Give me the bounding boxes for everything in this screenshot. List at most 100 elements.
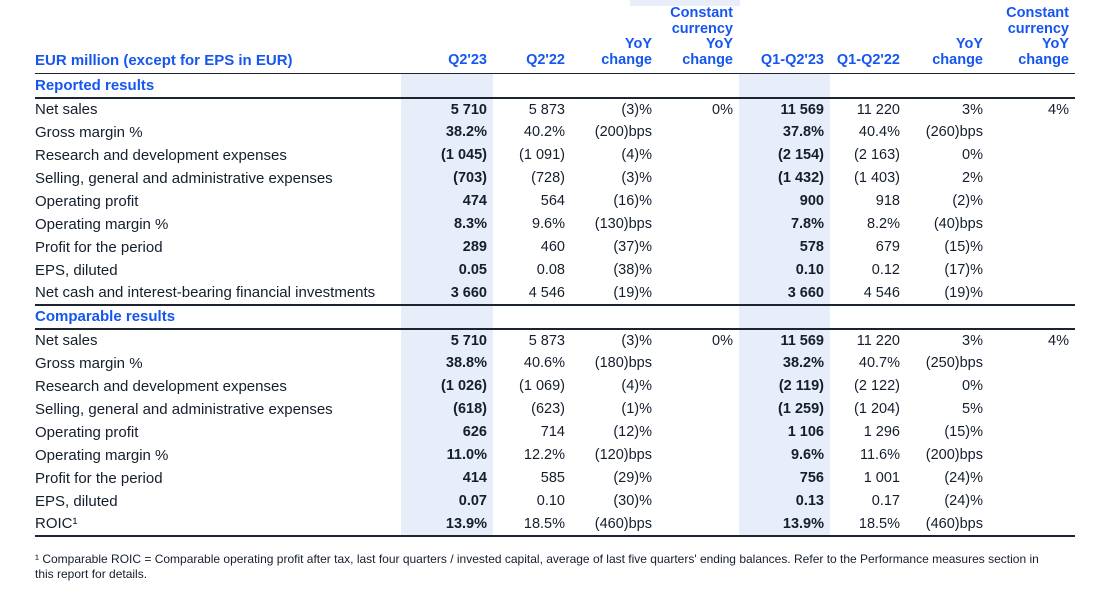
cell-value <box>989 190 1075 213</box>
cell-value: 4 546 <box>830 281 906 306</box>
cell-value: 12.2% <box>523 447 565 463</box>
row-label: Net sales <box>35 101 98 118</box>
row-label: Operating margin % <box>35 446 169 464</box>
cell-value: (29)% <box>613 470 652 486</box>
table-row: Operating profit 474 564 (16)% 900 918 (2)% <box>35 189 1075 213</box>
cell-value: 18.5% <box>830 512 906 537</box>
cell-value: (40)bps <box>933 216 983 232</box>
row-label: ROIC¹ <box>35 512 401 537</box>
section-header-cell <box>739 73 830 99</box>
cell-value: 13.9% <box>401 512 493 537</box>
header-row: EUR million (except for EPS in EUR) Q2'2… <box>35 5 1075 74</box>
footnote: ¹ Comparable ROIC = Comparable operating… <box>35 552 1039 581</box>
header-yoy-change-2: YoY change <box>906 6 989 74</box>
cell-value: 40.4% <box>858 124 900 140</box>
table-row: Gross margin % 38.8% 40.6% (180)bps 38.2% 40.… <box>35 351 1075 375</box>
section-header-row: Comparable results <box>35 304 1075 330</box>
cell-value: (3)% <box>621 101 652 118</box>
row-label: Gross margin % <box>35 123 143 141</box>
cell-value <box>989 375 1075 398</box>
row-label: EPS, diluted <box>35 261 118 279</box>
row-label: Operating profit <box>35 423 139 441</box>
cell-value: (30)% <box>613 493 652 509</box>
section-header-cell <box>989 304 1075 330</box>
cell-value <box>989 167 1075 190</box>
section-header-cell <box>830 304 906 330</box>
header-q1-q2-23: Q1-Q2'23 <box>739 6 830 74</box>
cell-value: (460)bps <box>571 512 658 537</box>
results-table: EUR million (except for EPS in EUR) Q2'2… <box>35 5 1075 537</box>
cell-value: 0% <box>712 332 733 349</box>
cell-value: 0.05 <box>401 258 493 282</box>
cell-value: 8.3% <box>401 212 493 236</box>
row-label: Selling, general and administrative expe… <box>35 400 333 418</box>
row-label: Net cash and interest-bearing financial … <box>35 281 401 306</box>
cell-value: (1 204) <box>854 401 900 417</box>
cell-value: 38.8% <box>401 351 493 375</box>
header-eur-million: EUR million (except for EPS in EUR) <box>35 6 401 74</box>
cell-value: (618) <box>401 397 493 421</box>
section-header-cell <box>401 304 493 330</box>
table-row: Gross margin % 38.2% 40.2% (200)bps 37.8% 40.… <box>35 120 1075 144</box>
cell-value: (120)bps <box>594 447 652 463</box>
cell-value: 2% <box>962 170 983 186</box>
cell-value: 1 106 <box>739 420 830 444</box>
cell-value <box>989 421 1075 444</box>
cell-value: (250)bps <box>925 355 983 371</box>
cell-value: 0.07 <box>401 489 493 513</box>
table-row: EPS, diluted 0.07 0.10 (30)% 0.13 0.17 (24)% <box>35 489 1075 513</box>
cell-value: (200)bps <box>594 124 652 140</box>
table-row: Net sales 5 710 5 873 (3)% 0% 11 569 11 220 3% 4… <box>35 328 1075 352</box>
cell-value <box>989 490 1075 513</box>
cell-value: (19)% <box>571 281 658 306</box>
cell-value: (1 026) <box>401 374 493 398</box>
cell-value: 414 <box>401 466 493 490</box>
cell-value <box>989 398 1075 421</box>
cell-value: 918 <box>875 193 900 209</box>
cell-value <box>989 144 1075 167</box>
cell-value <box>989 213 1075 236</box>
cell-value: 11 220 <box>856 101 900 118</box>
column-highlight-artifact <box>630 0 740 6</box>
cell-value <box>658 121 739 144</box>
cell-value: 0% <box>962 378 983 394</box>
cell-value <box>658 512 739 537</box>
cell-value: 38.2% <box>401 120 493 144</box>
table-row: ROIC¹ 13.9% 18.5% (460)bps 13.9% 18.5% (460)bp… <box>35 512 1075 537</box>
row-label: Operating profit <box>35 192 139 210</box>
cell-value: (1 069) <box>519 378 565 394</box>
cell-value: 5 873 <box>528 332 565 349</box>
cell-value: 13.9% <box>739 512 830 537</box>
cell-value: (1)% <box>621 401 652 417</box>
cell-value: 578 <box>739 235 830 259</box>
cell-value <box>989 121 1075 144</box>
table-header: EUR million (except for EPS in EUR) Q2'2… <box>35 5 1075 74</box>
cell-value: 3% <box>962 101 983 118</box>
cell-value: (2 154) <box>739 143 830 167</box>
cell-value: 564 <box>540 193 565 209</box>
cell-value <box>658 398 739 421</box>
cell-value: 0.12 <box>871 262 900 278</box>
cell-value <box>658 467 739 490</box>
section-title: Comparable results <box>35 304 401 330</box>
table-row: Selling, general and administrative expe… <box>35 397 1075 421</box>
cell-value <box>658 190 739 213</box>
header-q2-22: Q2'22 <box>493 6 571 74</box>
cell-value: (24)% <box>944 493 983 509</box>
cell-value <box>989 444 1075 467</box>
table-row: Research and development expenses (1 026)… <box>35 374 1075 398</box>
cell-value <box>658 167 739 190</box>
row-label: Profit for the period <box>35 238 163 256</box>
section-header-cell <box>830 73 906 99</box>
cell-value <box>989 259 1075 282</box>
cell-value: 0.17 <box>871 493 900 509</box>
cell-value: 1 296 <box>863 424 900 440</box>
row-label: Research and development expenses <box>35 146 287 164</box>
cell-value <box>989 512 1075 537</box>
cell-value: (15)% <box>944 424 983 440</box>
cell-value: 11 569 <box>739 97 830 121</box>
cell-value: 5 873 <box>528 101 565 118</box>
table-row: Research and development expenses (1 045)… <box>35 143 1075 167</box>
header-q2-23: Q2'23 <box>401 6 493 74</box>
